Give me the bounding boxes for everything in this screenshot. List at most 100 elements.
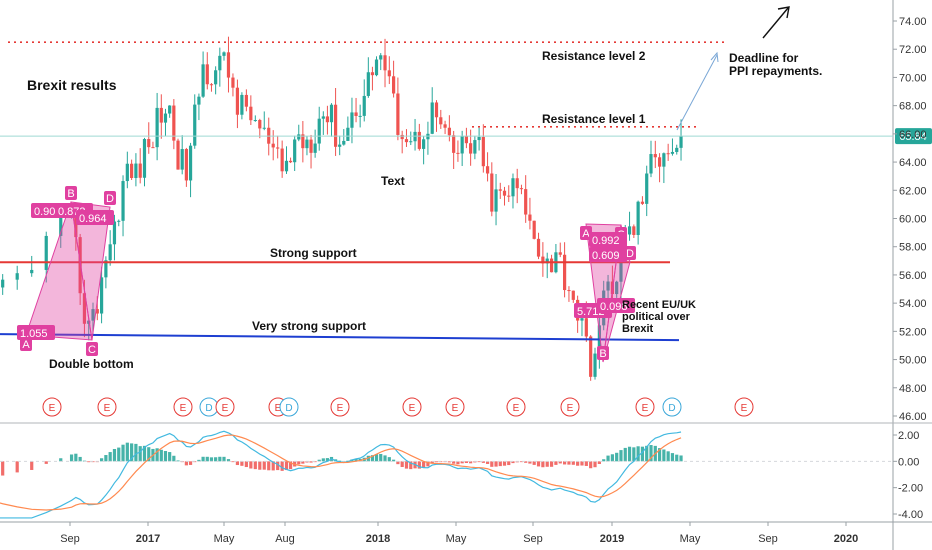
- candle: [329, 103, 334, 137]
- event-circle: [506, 397, 526, 417]
- macd-histogram-bar: [138, 446, 142, 462]
- candle: [193, 94, 197, 149]
- candle: [180, 135, 184, 175]
- macd-histogram-bar: [78, 456, 82, 462]
- macd-histogram-bar: [309, 461, 313, 463]
- macd-histogram-bar: [396, 461, 400, 465]
- candle: [662, 152, 666, 184]
- candle: [430, 87, 434, 135]
- event-circle: [173, 397, 193, 417]
- macd-histogram-bar: [231, 461, 235, 463]
- macd-tick-label: -4.00: [898, 509, 923, 521]
- candle-body: [301, 134, 305, 149]
- time-tick-label: 2020: [834, 533, 858, 545]
- candle-body: [456, 152, 460, 154]
- candle-body: [222, 52, 226, 56]
- candle-body: [271, 143, 275, 148]
- candle: [258, 118, 262, 139]
- candle: [653, 140, 657, 169]
- macd-histogram-bar: [271, 461, 275, 471]
- price-tick-label: 60.00: [899, 214, 927, 226]
- macd-histogram-bar: [426, 461, 430, 467]
- macd-histogram-bar: [662, 449, 666, 462]
- candle-body: [649, 154, 653, 174]
- candle-body: [309, 139, 313, 153]
- price-tick-label: 70.00: [899, 72, 927, 84]
- pattern-point-label: C: [88, 344, 96, 356]
- candle: [134, 153, 138, 187]
- macd-histogram-bar: [184, 461, 188, 466]
- macd-histogram-bar: [430, 461, 434, 464]
- candle: [481, 124, 485, 173]
- candle: [362, 79, 366, 122]
- candle: [155, 92, 159, 161]
- pattern-ratio-label: 1.055: [20, 328, 48, 340]
- candle-body: [627, 226, 632, 235]
- very-strong-support-line: [0, 333, 680, 342]
- annotation-line: Deadline for: [729, 51, 799, 65]
- macd-histogram-bar: [469, 461, 473, 464]
- candle-body: [532, 220, 536, 239]
- candle: [524, 175, 528, 223]
- candle: [99, 266, 104, 324]
- macd-histogram-bar: [545, 461, 549, 467]
- candle-body: [338, 144, 342, 147]
- pattern-ratio-box: [589, 247, 627, 262]
- macd-histogram-bar: [481, 461, 485, 463]
- pattern-ratio-label: 0.964: [79, 213, 107, 225]
- macd-histogram-bar: [571, 461, 575, 465]
- candle: [280, 140, 284, 178]
- candle: [112, 214, 117, 261]
- macd-histogram-bar: [325, 458, 330, 462]
- macd-histogram-bar: [99, 458, 104, 462]
- macd-histogram-bar: [44, 461, 48, 464]
- candle: [1, 274, 5, 295]
- candle-body: [515, 178, 519, 189]
- candle: [593, 347, 597, 380]
- candle-body: [121, 181, 125, 221]
- candle-body: [188, 145, 193, 181]
- time-tick-label: May: [680, 533, 701, 545]
- macd-histogram-bar: [606, 455, 610, 462]
- time-tick-label: Sep: [60, 533, 80, 545]
- event-letter: E: [49, 403, 56, 414]
- candle-body: [155, 107, 159, 148]
- macd-histogram-bar: [163, 451, 168, 462]
- event-letter: E: [104, 403, 111, 414]
- candle-body: [481, 136, 485, 167]
- candle: [657, 153, 662, 183]
- candle: [201, 51, 205, 98]
- candle: [679, 119, 683, 161]
- macd-histogram-bar: [477, 461, 481, 463]
- price-tick-label: 52.00: [899, 326, 927, 338]
- pattern-point-c: [86, 342, 98, 356]
- candle: [358, 104, 362, 128]
- projection-arrow: [676, 54, 718, 131]
- event-marker: E: [97, 397, 117, 417]
- candle-body: [117, 220, 121, 222]
- macd-histogram-bar: [498, 461, 502, 467]
- macd-histogram-bar: [209, 457, 214, 462]
- candle-body: [176, 140, 180, 170]
- macd-histogram-bar: [249, 461, 253, 469]
- candle-body: [593, 353, 597, 377]
- macd-histogram-bar: [456, 461, 460, 465]
- macd-histogram-bar: [619, 450, 623, 462]
- signal-line: [0, 434, 682, 511]
- candle: [567, 286, 571, 302]
- candle-body: [95, 309, 99, 314]
- candle-body: [293, 139, 297, 163]
- time-tick-label: May: [446, 533, 467, 545]
- candle: [297, 124, 301, 142]
- price-tick-label: 72.00: [899, 44, 927, 56]
- candle-body: [30, 269, 34, 274]
- time-tick-label: 2019: [600, 533, 624, 545]
- candle: [163, 108, 168, 136]
- candle: [172, 99, 176, 150]
- candle-body: [172, 105, 176, 141]
- macd-tick-label: 0.00: [898, 456, 919, 468]
- candle: [549, 254, 554, 273]
- pattern-ratio-box: [17, 325, 55, 340]
- candle-body: [288, 160, 293, 163]
